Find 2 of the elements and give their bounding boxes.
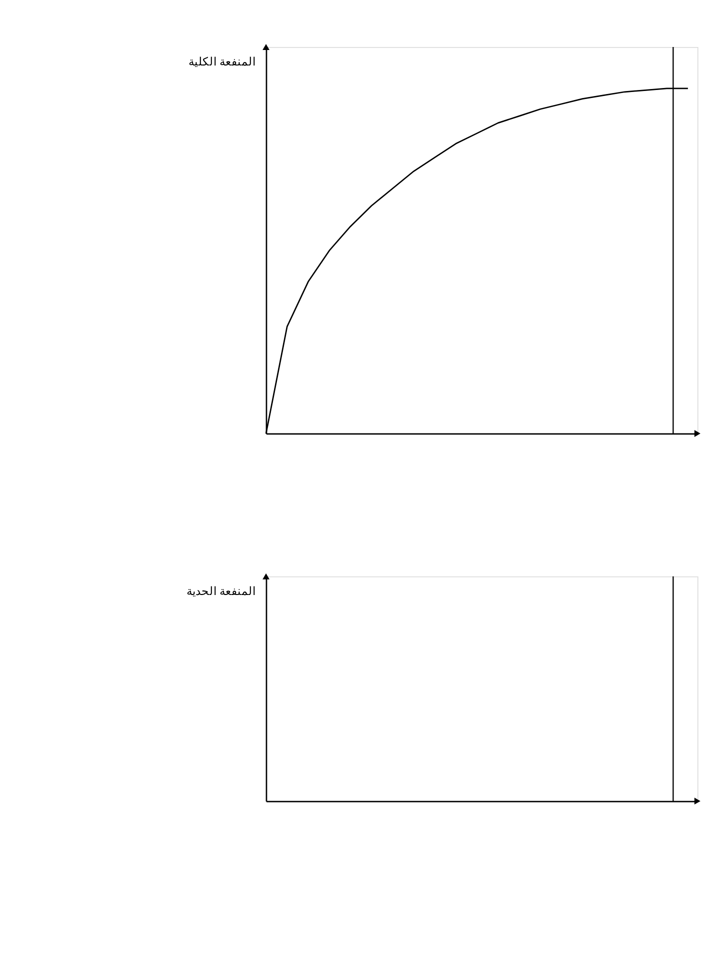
- text: المنفعة الحدية: [186, 584, 256, 598]
- y-axis-title: المنفعة الكلية: [188, 55, 256, 68]
